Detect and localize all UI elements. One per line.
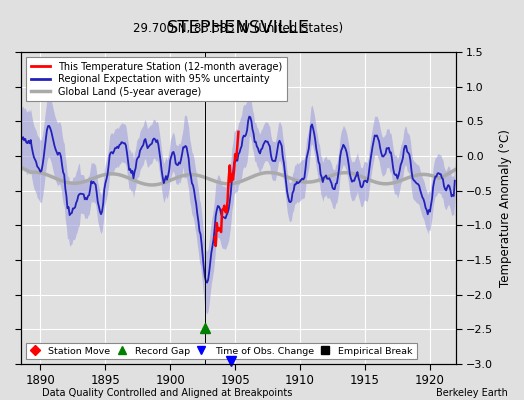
Y-axis label: Temperature Anomaly (°C): Temperature Anomaly (°C): [499, 129, 512, 287]
Text: 29.700 N, 83.383 W (United States): 29.700 N, 83.383 W (United States): [133, 22, 344, 35]
Text: Data Quality Controlled and Aligned at Breakpoints: Data Quality Controlled and Aligned at B…: [42, 388, 292, 398]
Legend: Station Move, Record Gap, Time of Obs. Change, Empirical Break: Station Move, Record Gap, Time of Obs. C…: [26, 343, 417, 359]
Text: Berkeley Earth: Berkeley Earth: [436, 388, 508, 398]
Title: STEPHENSVILLE: STEPHENSVILLE: [167, 18, 310, 36]
